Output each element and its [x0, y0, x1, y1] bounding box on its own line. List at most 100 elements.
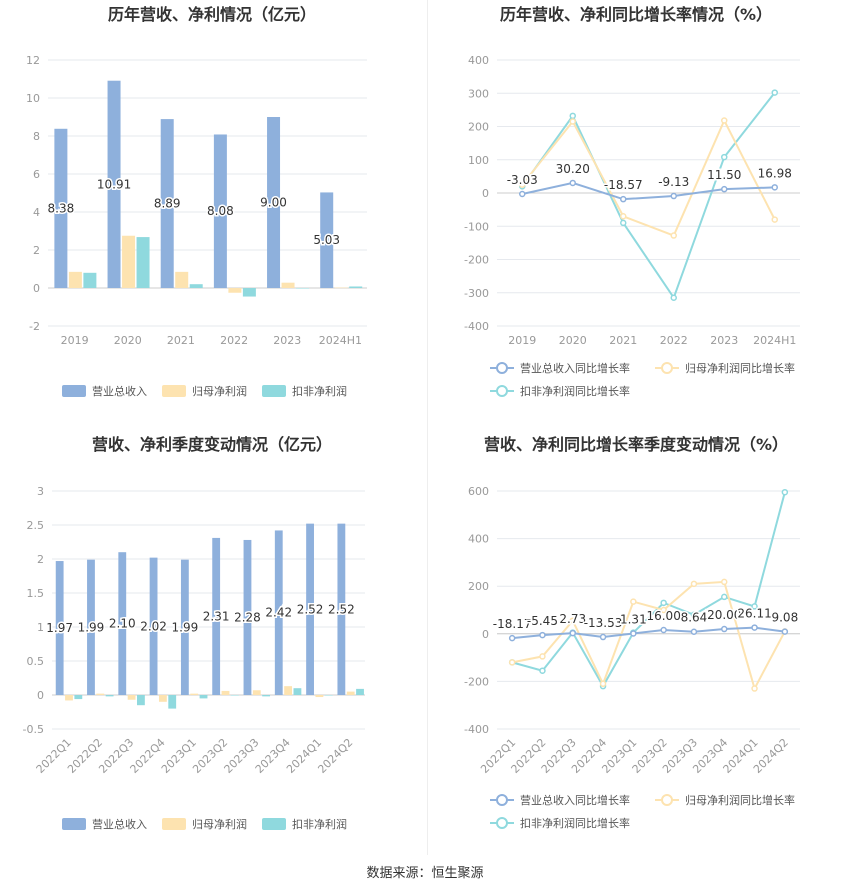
legend-swatch	[162, 818, 186, 830]
bar-deducted-profit	[242, 288, 256, 297]
bar-revenue	[180, 559, 189, 695]
data-label: 1.99	[172, 620, 199, 634]
data-label: 2.02	[140, 619, 167, 633]
legend-label: 营业总收入	[92, 817, 147, 831]
x-tick-label: 2021	[609, 334, 637, 347]
line-point	[620, 195, 627, 203]
y-tick-label: -400	[464, 320, 489, 333]
chart-legend: 营业总收入 归母净利润 扣非净利润	[62, 817, 347, 831]
data-label: 9.08	[771, 611, 798, 625]
data-source-note: 数据来源：恒生聚源	[366, 866, 484, 881]
y-tick-label: 6	[33, 168, 40, 181]
bar-deducted-profit	[189, 284, 203, 288]
chart-title: 历年营收、净利情况（亿元）	[108, 5, 316, 24]
line-point	[690, 611, 698, 619]
data-label: 2.73	[559, 612, 586, 626]
legend-swatch	[262, 385, 286, 397]
bar-revenue	[149, 557, 158, 695]
data-label: 16.98	[758, 166, 792, 180]
bar-revenue	[107, 80, 121, 289]
data-label: -5.45	[527, 614, 558, 628]
x-tick-label: 2019	[61, 334, 89, 347]
line-point	[569, 118, 576, 125]
line-point	[620, 213, 627, 220]
bar-revenue	[213, 134, 227, 288]
data-label: 16.00	[646, 609, 680, 623]
x-tick-label: 2021	[167, 334, 195, 347]
line-point	[721, 153, 728, 161]
data-label: -9.13	[658, 175, 689, 189]
line-point	[721, 578, 728, 586]
bar-deducted-profit	[74, 695, 83, 700]
bar-net-profit	[158, 695, 167, 702]
line-point	[539, 667, 546, 674]
bar-net-profit	[252, 690, 261, 695]
bar-deducted-profit	[136, 237, 150, 288]
chart-title: 营收、净利同比增长率季度变动情况（%）	[484, 435, 788, 454]
bar-net-profit	[221, 690, 230, 695]
y-tick-label: 0	[482, 187, 489, 200]
legend-swatch-marker	[496, 362, 508, 374]
bar-net-profit	[68, 271, 82, 288]
x-tick-label: 2022	[220, 334, 248, 347]
legend-swatch-marker	[496, 817, 508, 829]
bar-net-profit	[190, 693, 199, 695]
data-label: 1.97	[46, 621, 73, 635]
legend-label: 归母净利润同比增长率	[685, 793, 795, 807]
y-tick-label: 100	[468, 154, 489, 167]
x-tick-label: 2020	[114, 334, 142, 347]
legend-label: 扣非净利润	[292, 384, 347, 398]
bar-net-profit	[284, 686, 293, 695]
bar-revenue	[274, 530, 283, 695]
data-label: 10.91	[97, 177, 131, 191]
line-point	[660, 626, 667, 634]
bar-deducted-profit	[199, 695, 208, 699]
line-point	[690, 628, 698, 635]
legend-label: 归母净利润	[192, 817, 247, 831]
y-tick-label: 8	[33, 130, 40, 143]
bar-deducted-profit	[324, 695, 333, 696]
data-label: 2.42	[265, 606, 292, 620]
line-point	[781, 488, 789, 496]
x-tick-label: 2023	[710, 334, 738, 347]
bar-deducted-profit	[293, 688, 302, 695]
line-net-profit-growth	[511, 580, 786, 692]
line-point	[569, 617, 576, 624]
y-tick-label: 1	[37, 621, 44, 634]
legend-swatch-marker	[496, 385, 508, 397]
legend-label: 归母净利润同比增长率	[685, 361, 795, 375]
data-label: 20.00	[707, 608, 741, 622]
line-point	[569, 112, 576, 120]
line-point	[721, 593, 728, 601]
line-point	[569, 179, 576, 187]
line-point	[508, 634, 516, 642]
data-label: -18.57	[604, 178, 643, 192]
panel-divider	[427, 0, 428, 855]
legend-swatch-marker	[661, 362, 673, 374]
line-point	[630, 598, 637, 605]
y-tick-label: 0	[33, 282, 40, 295]
legend-swatch	[62, 385, 86, 397]
bar-revenue	[118, 552, 127, 695]
bar-deducted-profit	[262, 695, 271, 697]
data-label: 11.50	[707, 168, 741, 182]
bar-deducted-profit	[230, 695, 239, 696]
line-deducted-profit-growth	[511, 491, 786, 689]
legend-swatch	[162, 385, 186, 397]
legend-swatch-marker	[661, 794, 673, 806]
y-tick-label: 400	[468, 533, 489, 546]
data-label: 2.10	[109, 617, 136, 631]
bar-net-profit	[334, 287, 348, 289]
line-point	[771, 184, 778, 191]
line-point	[630, 630, 637, 637]
line-deducted-profit-growth	[521, 91, 776, 300]
y-tick-label: -0.5	[23, 723, 44, 736]
line-point	[771, 89, 778, 96]
y-tick-label: 3	[37, 485, 44, 498]
bar-net-profit	[96, 693, 105, 695]
data-label: 9.00	[260, 196, 287, 210]
bar-net-profit	[122, 235, 136, 288]
line-point	[781, 628, 789, 635]
